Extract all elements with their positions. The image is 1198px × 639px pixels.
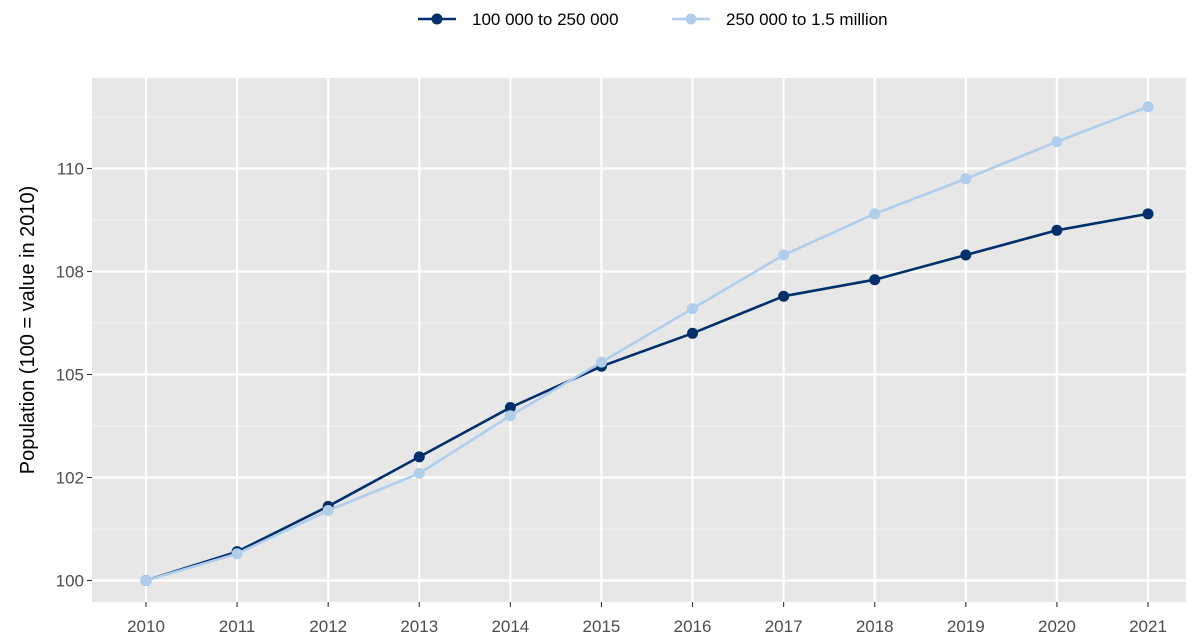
- x-tick-label: 2014: [491, 617, 529, 636]
- x-axis: 2010 2011 2012 2013 2014 2015 2016 2017 2018 2019…: [127, 602, 1167, 636]
- data-point: [687, 327, 699, 339]
- legend: 100 000 to 250 000 250 000 to 1.5 million: [418, 10, 888, 29]
- series-line: [145, 212, 1149, 582]
- x-tick-label: 2013: [400, 617, 438, 636]
- legend-label: 100 000 to 250 000: [472, 10, 619, 29]
- data-point: [504, 401, 516, 413]
- x-tick-label: 2015: [583, 617, 621, 636]
- data-point: [1142, 208, 1154, 220]
- x-tick-label: 2012: [309, 617, 347, 636]
- major-gridlines: [92, 78, 1186, 602]
- y-axis-title: Population (100 = value in 2010): [17, 186, 39, 475]
- x-tick-label: 2021: [1129, 617, 1167, 636]
- y-tick-label: 100: [56, 572, 84, 591]
- data-point: [778, 290, 790, 302]
- x-tick-label: 2016: [674, 617, 712, 636]
- data-point: [1142, 101, 1154, 113]
- y-axis: 100 102 105 108 110: [56, 160, 92, 591]
- data-point: [322, 504, 334, 516]
- legend-label: 250 000 to 1.5 million: [726, 10, 888, 29]
- data-point: [504, 410, 516, 422]
- data-point: [778, 249, 790, 261]
- data-point: [413, 467, 425, 479]
- y-tick-label: 105: [56, 366, 84, 385]
- data-point: [595, 356, 607, 368]
- legend-key-point: [685, 13, 697, 25]
- data-point: [1051, 224, 1063, 236]
- series-line: [145, 105, 1149, 582]
- series-layer: [140, 101, 1154, 586]
- y-tick-label: 102: [56, 469, 84, 488]
- x-tick-label: 2018: [856, 617, 894, 636]
- series-2: [140, 101, 1154, 586]
- data-point: [869, 208, 881, 220]
- data-point: [960, 249, 972, 261]
- legend-item: 250 000 to 1.5 million: [672, 10, 888, 29]
- y-tick-label: 108: [56, 263, 84, 282]
- data-point: [413, 451, 425, 463]
- data-point: [960, 173, 972, 185]
- x-tick-label: 2010: [127, 617, 165, 636]
- data-point: [687, 303, 699, 315]
- x-tick-label: 2019: [947, 617, 985, 636]
- legend-key-point: [431, 13, 443, 25]
- x-tick-label: 2020: [1038, 617, 1076, 636]
- data-point: [1051, 136, 1063, 148]
- data-point: [869, 274, 881, 286]
- data-point: [231, 548, 243, 560]
- y-tick-label: 110: [57, 160, 84, 179]
- x-tick-label: 2011: [219, 617, 256, 636]
- x-tick-label: 2017: [765, 617, 803, 636]
- legend-item: 100 000 to 250 000: [418, 10, 619, 29]
- data-point: [140, 575, 152, 586]
- minor-gridlines: [92, 116, 1186, 530]
